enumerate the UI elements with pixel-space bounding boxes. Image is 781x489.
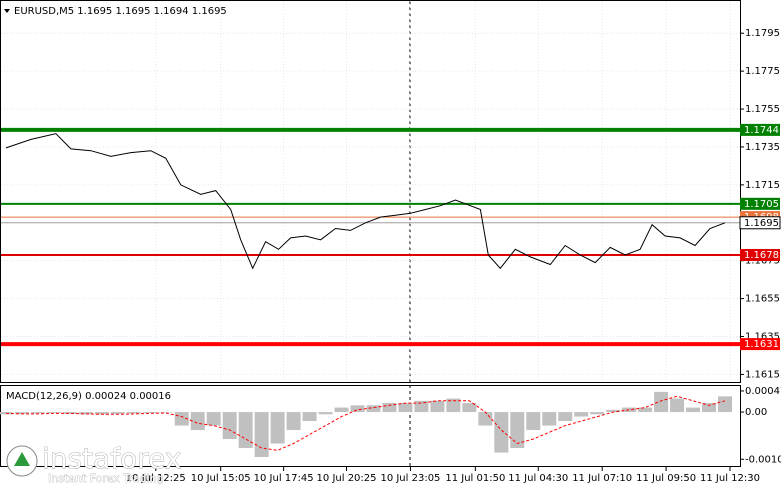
- x-tick-label: 10 Jul 20:25: [317, 473, 377, 484]
- y-tick-label: 1.1675: [745, 256, 780, 267]
- level-label: 1.1695: [744, 218, 779, 229]
- macd-bar: [78, 412, 93, 415]
- level-label: 1.1678: [744, 250, 779, 261]
- level-label-box: [740, 338, 780, 351]
- x-tick-label: 10 Jul 23:05: [380, 473, 440, 484]
- x-tick-label: 10 Jul 15:05: [191, 473, 251, 484]
- macd-bar: [494, 412, 509, 453]
- y-tick-label: 1.1775: [745, 66, 780, 77]
- level-label-box: [740, 197, 780, 210]
- macd-bar: [638, 407, 653, 413]
- macd-title: MACD(12,26,9) 0.00024 0.00016: [6, 391, 171, 402]
- level-label: 1.1744: [744, 125, 779, 136]
- macd-bar: [190, 412, 205, 431]
- macd-bar: [574, 412, 589, 417]
- macd-bar: [590, 412, 605, 415]
- macd-bar: [558, 412, 573, 422]
- y-tick-label: 1.1615: [745, 369, 780, 380]
- macd-bar: [702, 403, 717, 413]
- macd-bar: [238, 412, 253, 449]
- macd-bar: [110, 412, 125, 414]
- macd-bar: [366, 405, 381, 413]
- level-label-box: [740, 123, 780, 136]
- signal-line: [5, 395, 726, 451]
- macd-bar: [254, 412, 269, 458]
- macd-bar: [206, 412, 221, 426]
- macd-bar: [286, 412, 301, 431]
- x-tick-label: 11 Jul 04:30: [508, 473, 568, 484]
- watermark-subtitle: Instant Forex Trading: [48, 472, 164, 485]
- macd-bar: [414, 400, 429, 413]
- y-tick-label: 0.00047: [745, 386, 781, 397]
- level-label: 1.1631: [744, 339, 779, 350]
- level-label-box: [740, 249, 780, 261]
- watermark-text: instaforex: [42, 442, 181, 475]
- x-tick-label: 10 Jul 17:45: [254, 473, 314, 484]
- logo-mark: [14, 452, 30, 466]
- macd-bar: [606, 409, 621, 413]
- macd-bar: [222, 412, 237, 440]
- macd-bar: [686, 407, 701, 413]
- macd-bar: [350, 405, 365, 413]
- chart-title: EURUSD,M5 1.1695 1.1695 1.1694 1.1695: [14, 6, 227, 17]
- macd-bar: [510, 412, 525, 449]
- macd-bar: [670, 398, 685, 413]
- macd-bar: [334, 407, 349, 413]
- macd-bar: [430, 400, 445, 413]
- y-tick-label: 1.1715: [745, 180, 780, 191]
- y-tick-label: 1.1735: [745, 142, 780, 153]
- x-tick-label: 11 Jul 12:30: [700, 473, 760, 484]
- macd-bar: [526, 412, 541, 431]
- x-tick-label: 11 Jul 01:50: [445, 473, 505, 484]
- macd-bar: [318, 412, 333, 415]
- y-tick-label: -0.00105: [745, 454, 781, 465]
- macd-bar: [30, 412, 45, 414]
- macd-bar: [478, 412, 493, 426]
- macd-bar: [158, 412, 173, 413]
- macd-bar: [14, 412, 29, 414]
- y-tick-label: 1.1655: [745, 294, 780, 305]
- menu-arrow: [4, 9, 10, 13]
- macd-bar: [62, 412, 77, 414]
- y-tick-label: 1.1635: [745, 332, 780, 343]
- macd-bar: [270, 412, 285, 444]
- macd-bar: [462, 403, 477, 413]
- macd-bar: [446, 398, 461, 413]
- macd-bar: [46, 412, 61, 413]
- x-tick-label: 11 Jul 07:10: [572, 473, 632, 484]
- macd-bar: [654, 391, 669, 413]
- watermark: instaforex Instant Forex Trading: [6, 442, 182, 485]
- x-tick-label: 11 Jul 09:50: [636, 473, 696, 484]
- macd-bar: [142, 412, 157, 413]
- y-tick-label: 1.1755: [745, 104, 780, 115]
- macd-bar: [302, 412, 317, 422]
- main-frame: [0, 0, 741, 383]
- y-tick-label: 1.1795: [745, 28, 780, 39]
- level-label-box: [739, 216, 781, 230]
- macd-bar: [382, 403, 397, 413]
- y-tick-label: 0.00: [745, 407, 767, 418]
- macd-frame: [0, 385, 741, 467]
- level-label: 1.1705: [744, 199, 779, 210]
- macd-bar: [542, 412, 557, 426]
- x-tick-label: 10 Jul 12:25: [126, 473, 186, 484]
- macd-bar: [94, 412, 109, 415]
- macd-bar: [126, 412, 141, 414]
- price-line: [5, 133, 726, 270]
- macd-bar: [718, 396, 733, 413]
- macd-bar: [398, 403, 413, 413]
